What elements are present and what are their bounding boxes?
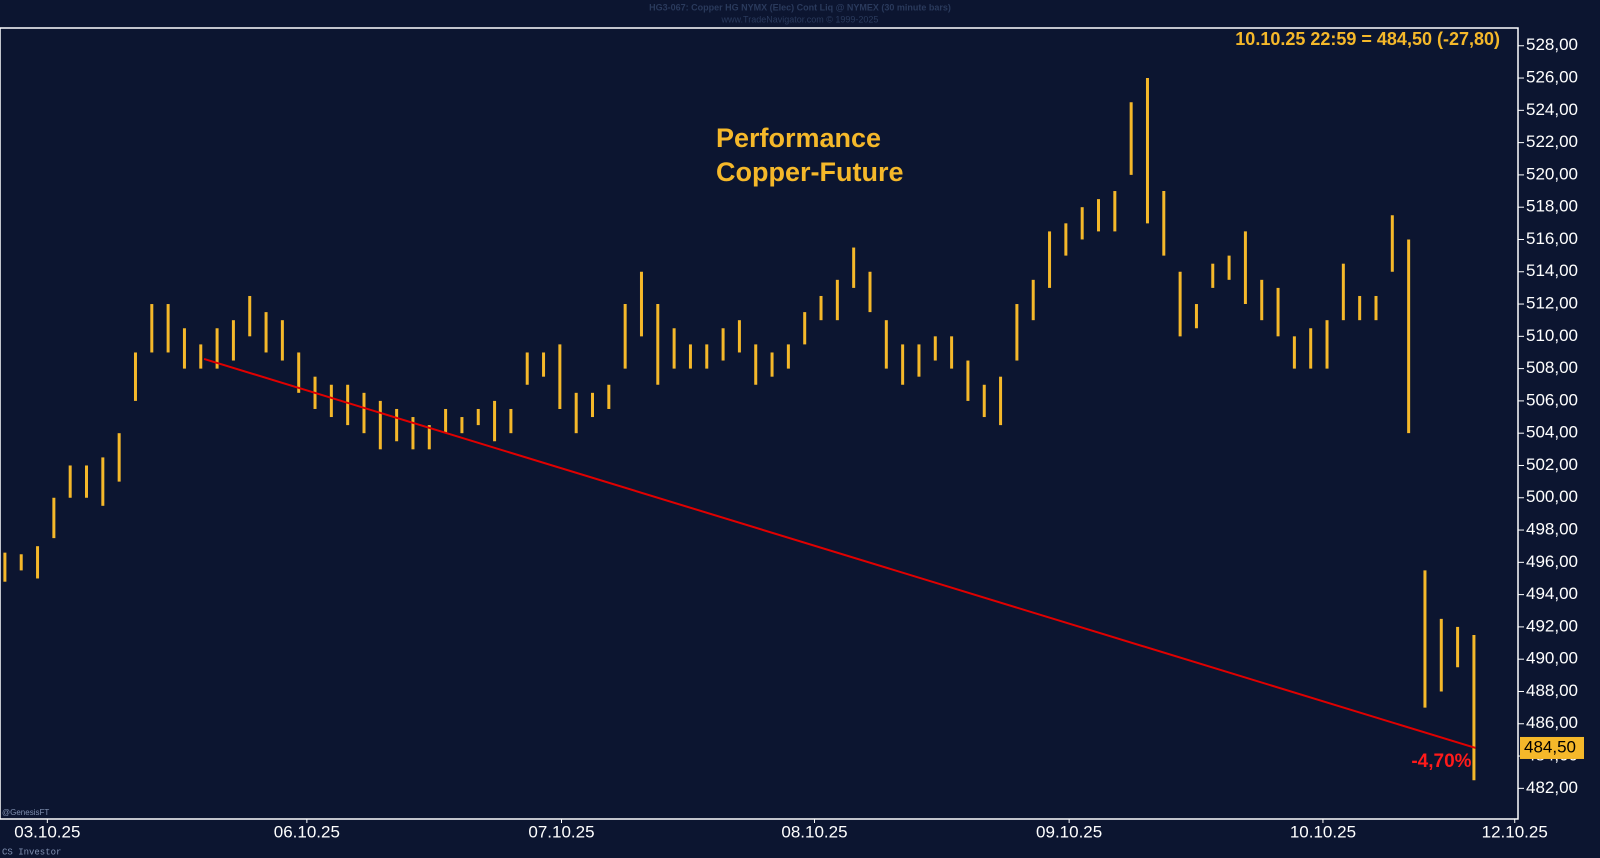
y-tick-label: 506,00 (1526, 390, 1578, 409)
chart-title: Performance (716, 123, 881, 153)
x-tick-label: 10.10.25 (1290, 822, 1356, 841)
y-tick-label: 492,00 (1526, 616, 1578, 635)
header: HG3-067: Copper HG NYMX (Elec) Cont Liq … (649, 2, 951, 12)
vendor: @GenesisFT (2, 808, 49, 817)
chart-subtitle: Copper-Future (716, 157, 903, 187)
y-tick-label: 520,00 (1526, 164, 1578, 183)
x-tick-label: 09.10.25 (1036, 822, 1102, 841)
performance-label: -4,70% (1411, 751, 1471, 772)
y-tick-label: 500,00 (1526, 487, 1578, 506)
x-tick-label: 07.10.25 (528, 822, 594, 841)
y-tick-label: 528,00 (1526, 35, 1578, 54)
y-tick-label: 490,00 (1526, 649, 1578, 668)
y-tick-label: 508,00 (1526, 358, 1578, 377)
y-tick-label: 486,00 (1526, 713, 1578, 732)
y-tick-label: 482,00 (1526, 778, 1578, 797)
y-tick-label: 494,00 (1526, 584, 1578, 603)
y-tick-label: 522,00 (1526, 132, 1578, 151)
x-tick-label: 06.10.25 (274, 822, 340, 841)
last-quote: 10.10.25 22:59 = 484,50 (-27,80) (1235, 29, 1500, 49)
y-tick-label: 524,00 (1526, 100, 1578, 119)
plot-area (0, 27, 1519, 820)
y-tick-label: 504,00 (1526, 423, 1578, 442)
y-tick-label: 502,00 (1526, 455, 1578, 474)
y-tick-label: 518,00 (1526, 197, 1578, 216)
y-tick-label: 514,00 (1526, 261, 1578, 280)
y-tick-label: 516,00 (1526, 229, 1578, 248)
footer: CS Investor (2, 847, 61, 857)
trendline (203, 357, 1476, 749)
y-tick-label: 512,00 (1526, 294, 1578, 313)
y-tick-label: 510,00 (1526, 326, 1578, 345)
source: www.TradeNavigator.com © 1999-2025 (721, 14, 879, 24)
y-tick-label: 488,00 (1526, 681, 1578, 700)
y-tick-label: 496,00 (1526, 552, 1578, 571)
x-tick-label: 08.10.25 (781, 822, 847, 841)
last-price-label: 484,50 (1524, 737, 1576, 756)
x-tick-label: 03.10.25 (14, 822, 80, 841)
x-tick-label: 12.10.25 (1482, 822, 1548, 841)
y-tick-label: 526,00 (1526, 68, 1578, 87)
last-price-box (1520, 736, 1584, 759)
y-tick-label: 498,00 (1526, 520, 1578, 539)
